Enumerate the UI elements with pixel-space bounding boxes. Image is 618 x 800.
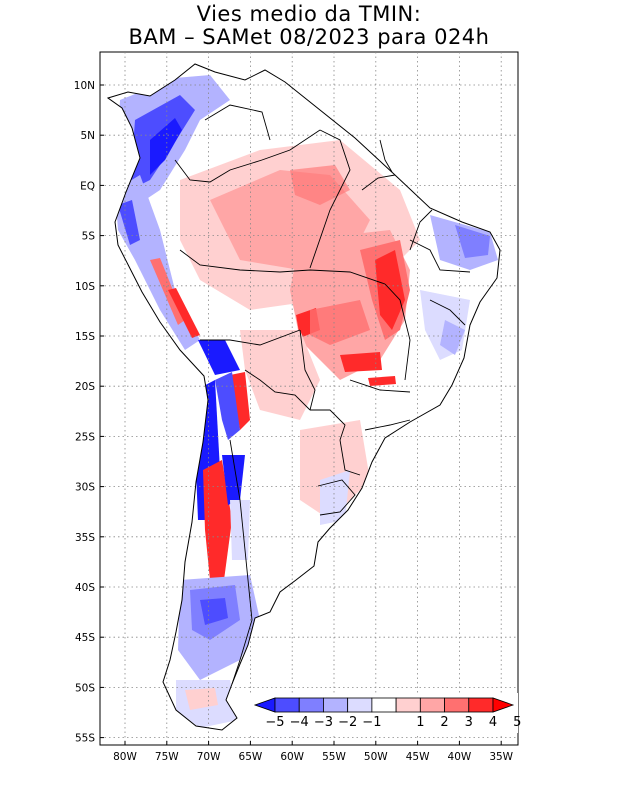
- colorbar-swatch: [419, 697, 445, 713]
- lon-tick-label: 75W: [155, 751, 179, 763]
- lat-tick-label: 20S: [75, 381, 95, 393]
- lon-tick-label: 35W: [489, 751, 513, 763]
- lat-tick-label: 10S: [75, 281, 95, 293]
- colorbar-swatch: [395, 697, 421, 713]
- lat-tick-label: 45S: [75, 632, 95, 644]
- lon-tick-label: 65W: [239, 751, 263, 763]
- lat-tick-label: 30S: [75, 482, 95, 494]
- lat-tick-label: 35S: [75, 532, 95, 544]
- lon-tick-label: 70W: [197, 751, 221, 763]
- lon-tick-label: 55W: [322, 751, 346, 763]
- lon-tick-label: 80W: [113, 751, 137, 763]
- colorbar-label: −4: [290, 715, 309, 730]
- lat-tick-label: 40S: [75, 582, 95, 594]
- colorbar-label: −5: [265, 715, 284, 730]
- colorbar-label: −2: [338, 715, 357, 730]
- lon-tick-label: 50W: [364, 751, 388, 763]
- colorbar-swatch: [274, 697, 300, 713]
- colorbar-label: −1: [362, 715, 381, 730]
- lon-tick-label: 45W: [406, 751, 430, 763]
- colorbar-label: 3: [465, 715, 473, 730]
- lon-tick-label: 60W: [280, 751, 304, 763]
- colorbar-swatch: [444, 697, 470, 713]
- colorbar-high-arrow: [492, 697, 515, 713]
- lat-tick-label: 5S: [82, 231, 96, 243]
- lat-tick-label: EQ: [80, 180, 95, 192]
- colorbar-label: 1: [416, 715, 424, 730]
- map-title-line-2: BAM – SAMet 08/2023 para 024h: [128, 25, 490, 49]
- colorbar-swatch: [323, 697, 349, 713]
- lat-tick-label: 15S: [75, 331, 95, 343]
- country-borders: [174, 104, 471, 685]
- colorbar-swatch: [371, 697, 397, 713]
- lat-tick-label: 50S: [75, 682, 95, 694]
- colorbar-label: 5: [513, 715, 521, 730]
- colorbar-swatch: [347, 697, 373, 713]
- map-title-line-1: Vies medio da TMIN:: [196, 2, 422, 26]
- lat-tick-label: 25S: [75, 431, 95, 443]
- grid-lines: [100, 52, 518, 745]
- colorbar: −5 −4 −3 −2 −1 1 2 3 4 5: [250, 693, 521, 733]
- colorbar-swatch: [298, 697, 324, 713]
- lat-tick-label: 5N: [80, 130, 95, 142]
- colorbar-label: −3: [314, 715, 333, 730]
- lat-tick-label: 10N: [74, 80, 95, 92]
- lat-tick-label: 55S: [75, 733, 95, 745]
- lon-tick-label: 40W: [448, 751, 472, 763]
- longitude-tick-labels: 80W 75W 70W 65W 60W 55W 50W 45W 40W 35W: [113, 741, 514, 763]
- latitude-tick-labels: 10N 5N EQ 5S 10S 15S 20S 25S 30S 35S 40S 45S 50S 55S: [74, 80, 104, 745]
- colorbar-label: 4: [489, 715, 497, 730]
- colorbar-label: 2: [440, 715, 448, 730]
- colorbar-swatch: [468, 697, 494, 713]
